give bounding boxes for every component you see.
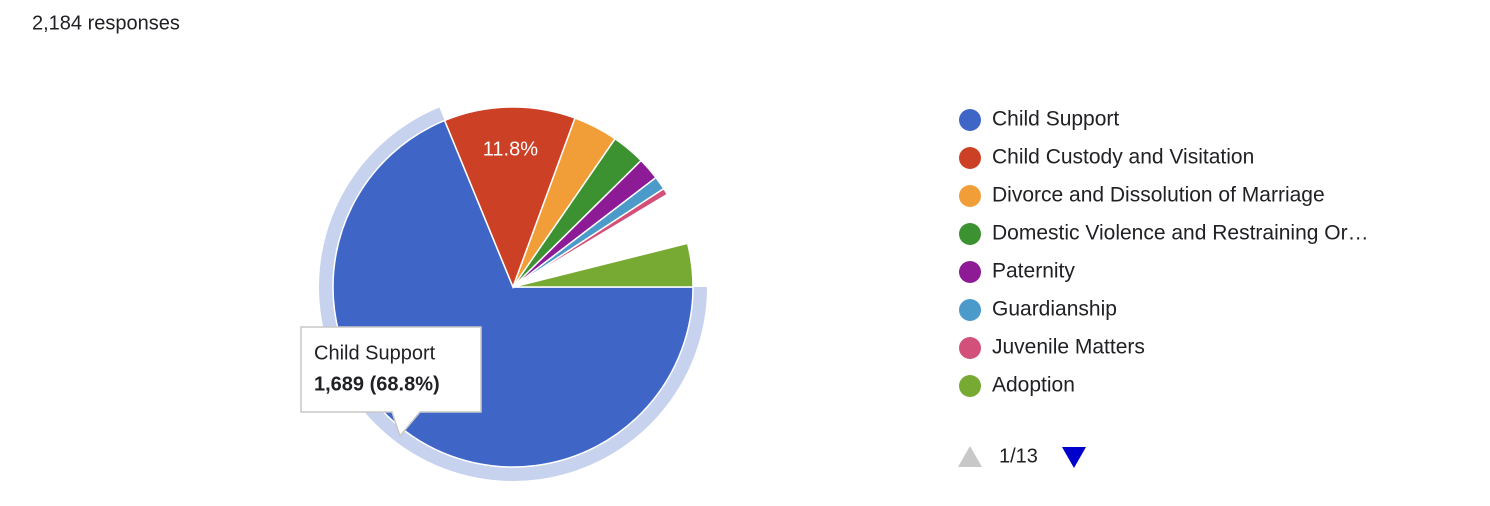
slice-label: 11.8% [483, 139, 538, 161]
tooltip-box [300, 326, 482, 438]
legend-swatch [959, 147, 981, 169]
legend-swatch [959, 337, 981, 359]
tooltip-value: 1,689 (68.8%) [314, 373, 440, 395]
page-down[interactable] [1062, 447, 1086, 468]
legend-pager: 1/13 [958, 445, 1086, 468]
legend-label: Child Custody and Visitation [992, 146, 1254, 169]
page-up[interactable] [958, 446, 982, 467]
legend-label: Adoption [992, 374, 1075, 397]
pie-slice [512, 242, 694, 288]
pie-slice [512, 187, 669, 288]
pie-slice [443, 106, 576, 290]
legend-label: Juvenile Matters [992, 336, 1145, 359]
tooltip: Child Support 1,689 (68.8%) [300, 326, 482, 438]
legend-swatch [959, 261, 981, 283]
legend-swatch [959, 109, 981, 131]
pie: 11.8% [318, 106, 707, 481]
legend-swatch [959, 185, 981, 207]
page-indicator: 1/13 [999, 445, 1038, 467]
legend-label: Domestic Violence and Restraining Or… [992, 222, 1369, 245]
legend-swatch [959, 223, 981, 245]
legend-swatch [959, 375, 981, 397]
legend-label: Child Support [992, 108, 1119, 131]
legend-label: Divorce and Dissolution of Marriage [992, 184, 1325, 207]
legend: Child Support Child Custody and Visitatio… [959, 108, 1369, 397]
legend-label: Paternity [992, 260, 1075, 283]
legend-swatch [959, 299, 981, 321]
tooltip-label: Child Support [314, 342, 436, 364]
legend-label: Guardianship [992, 298, 1117, 321]
response-count: 2,184 responses [32, 12, 180, 34]
